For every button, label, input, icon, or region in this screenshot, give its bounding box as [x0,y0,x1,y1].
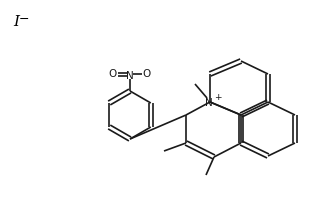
Text: I: I [13,15,19,29]
Text: O: O [109,69,117,79]
Text: +: + [214,93,222,102]
Text: −: − [19,12,29,25]
Text: N: N [205,97,213,108]
Text: N: N [126,71,134,81]
Text: O: O [143,69,151,79]
